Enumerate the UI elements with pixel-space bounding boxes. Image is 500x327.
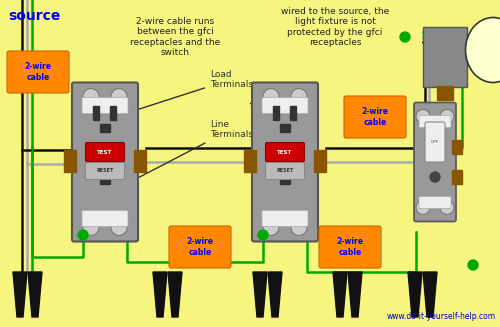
FancyBboxPatch shape — [86, 163, 124, 180]
Text: 2-wire cable runs
between the gfci
receptacles and the
switch: 2-wire cable runs between the gfci recep… — [130, 17, 220, 57]
Bar — [110, 106, 116, 120]
FancyBboxPatch shape — [266, 143, 304, 162]
Circle shape — [416, 110, 430, 124]
Circle shape — [111, 89, 127, 105]
Text: wired to the source, the
light fixture is not
protected by the gfci
receptacles: wired to the source, the light fixture i… — [281, 7, 389, 47]
Circle shape — [258, 230, 268, 240]
Text: source: source — [8, 9, 60, 23]
FancyBboxPatch shape — [82, 211, 128, 227]
FancyBboxPatch shape — [262, 211, 308, 227]
Bar — [314, 150, 326, 172]
FancyBboxPatch shape — [72, 82, 138, 242]
Text: 2-wire
cable: 2-wire cable — [336, 237, 363, 257]
Ellipse shape — [466, 18, 500, 82]
Bar — [93, 106, 99, 120]
Text: RESET: RESET — [276, 168, 293, 174]
Bar — [100, 124, 110, 132]
Bar — [280, 124, 290, 132]
Circle shape — [83, 219, 99, 235]
Polygon shape — [268, 272, 282, 317]
FancyBboxPatch shape — [82, 97, 128, 113]
FancyBboxPatch shape — [419, 197, 451, 209]
Circle shape — [78, 230, 88, 240]
Circle shape — [440, 110, 454, 124]
Bar — [437, 86, 453, 100]
FancyBboxPatch shape — [252, 82, 318, 242]
Bar — [423, 27, 467, 87]
Bar — [273, 158, 279, 172]
FancyBboxPatch shape — [266, 163, 304, 180]
Circle shape — [440, 200, 454, 215]
Circle shape — [263, 89, 279, 105]
FancyBboxPatch shape — [414, 102, 456, 221]
FancyBboxPatch shape — [86, 143, 124, 162]
Polygon shape — [333, 272, 347, 317]
Circle shape — [263, 219, 279, 235]
Polygon shape — [423, 272, 437, 317]
Bar — [100, 176, 110, 184]
Bar — [110, 158, 116, 172]
Text: www.do-it-yourself-help.com: www.do-it-yourself-help.com — [387, 312, 496, 321]
Text: Load
Terminals: Load Terminals — [134, 70, 253, 111]
Text: TEST: TEST — [278, 149, 292, 154]
Bar — [452, 170, 462, 184]
Bar — [64, 150, 76, 172]
Circle shape — [468, 260, 478, 270]
Text: 2-wire
cable: 2-wire cable — [24, 62, 52, 82]
FancyBboxPatch shape — [425, 122, 445, 162]
FancyBboxPatch shape — [7, 51, 69, 93]
Text: TEST: TEST — [98, 149, 112, 154]
Bar — [93, 158, 99, 172]
FancyBboxPatch shape — [344, 96, 406, 138]
Bar — [280, 176, 290, 184]
FancyBboxPatch shape — [319, 226, 381, 268]
Polygon shape — [408, 272, 422, 317]
Polygon shape — [253, 272, 267, 317]
Circle shape — [111, 219, 127, 235]
Circle shape — [400, 32, 410, 42]
Bar — [452, 140, 462, 154]
Text: 2-wire
cable: 2-wire cable — [362, 107, 388, 127]
Polygon shape — [168, 272, 182, 317]
FancyBboxPatch shape — [169, 226, 231, 268]
Text: OFF: OFF — [431, 140, 439, 144]
Text: 2-wire
cable: 2-wire cable — [186, 237, 214, 257]
Bar — [290, 106, 296, 120]
Polygon shape — [28, 272, 42, 317]
Circle shape — [416, 200, 430, 215]
Circle shape — [291, 219, 307, 235]
Text: Line
Terminals: Line Terminals — [134, 120, 253, 180]
Polygon shape — [13, 272, 27, 317]
Polygon shape — [348, 272, 362, 317]
Bar — [290, 158, 296, 172]
Bar — [134, 150, 146, 172]
Bar — [244, 150, 256, 172]
Bar — [273, 106, 279, 120]
Text: RESET: RESET — [96, 168, 114, 174]
FancyBboxPatch shape — [419, 115, 451, 128]
FancyBboxPatch shape — [262, 97, 308, 113]
Polygon shape — [153, 272, 167, 317]
Circle shape — [291, 89, 307, 105]
Circle shape — [83, 89, 99, 105]
Circle shape — [430, 172, 440, 182]
